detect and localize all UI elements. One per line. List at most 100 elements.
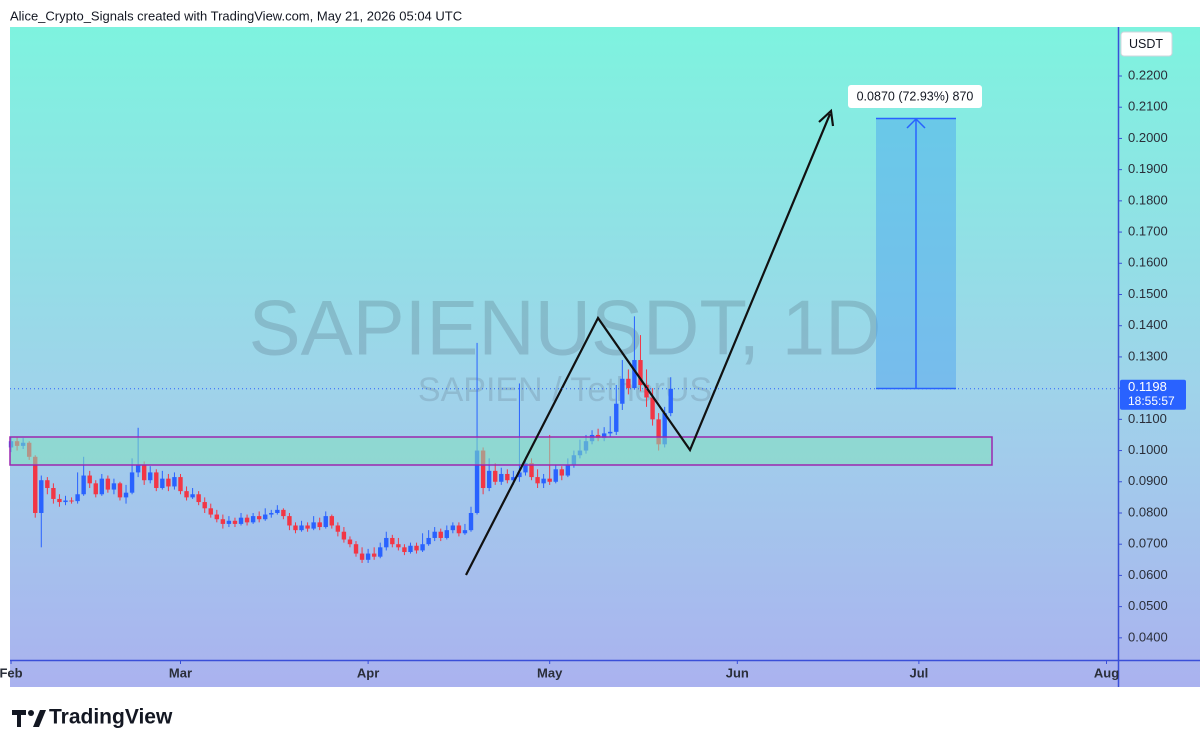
candle-body (123, 492, 129, 498)
candle-body (426, 537, 431, 545)
candle-body (535, 477, 540, 484)
x-tick-label: Jul (909, 665, 928, 680)
candle-body (93, 483, 98, 495)
candle-body (45, 480, 50, 489)
candle-body (69, 500, 74, 502)
candle-body (420, 544, 425, 551)
candle-body (456, 525, 462, 534)
candle-body (438, 531, 443, 538)
candle-body (408, 545, 413, 553)
measure-label: 0.0870 (72.93%) 870 (857, 89, 974, 103)
candle-body (523, 463, 528, 473)
y-tick-label: 0.0600 (1128, 567, 1168, 582)
candle-body (396, 544, 401, 548)
y-tick-label: 0.1100 (1128, 411, 1167, 426)
candle-body (656, 419, 661, 445)
candle-body (371, 553, 377, 557)
candle-body (462, 530, 468, 534)
candle-body (378, 547, 383, 557)
x-tick-label: Jun (726, 665, 749, 680)
candle-body (644, 385, 649, 398)
candle-body (208, 508, 213, 515)
y-tick-label: 0.1600 (1128, 255, 1168, 270)
last-price-box (1120, 379, 1186, 410)
candle-body (353, 544, 359, 554)
candle-body (129, 472, 135, 493)
x-tick-label: Aug (1094, 665, 1119, 680)
plot-background (10, 27, 1200, 687)
candle-body (402, 547, 407, 553)
candle-body (299, 525, 304, 531)
candle-body (293, 525, 298, 531)
x-tick-label: May (537, 665, 563, 680)
candle-body (414, 545, 419, 551)
candle-body (662, 413, 667, 445)
candle-body (184, 491, 189, 498)
candle-body (365, 553, 371, 560)
candle-body (214, 514, 220, 520)
candle-body (432, 531, 437, 538)
candle-body (620, 378, 625, 404)
candle-body (317, 522, 322, 528)
measure-arrowhead (906, 117, 926, 129)
candle-body (202, 502, 207, 509)
candle-body (390, 537, 395, 545)
candle-body (196, 494, 201, 503)
candle-body (275, 509, 280, 513)
logo-mark (12, 710, 26, 727)
y-tick-label: 0.1500 (1128, 286, 1168, 301)
candle-body (111, 483, 117, 490)
candle-body (505, 473, 510, 481)
y-tick-label: 0.0700 (1128, 536, 1168, 551)
last-price-label: 0.1198 (1128, 379, 1167, 394)
y-tick-label: 0.1000 (1128, 442, 1168, 457)
support-zone (9, 436, 993, 466)
source-note: Alice_Crypto_Signals created with Tradin… (10, 8, 462, 23)
candle-body (305, 525, 310, 529)
candle-body (474, 450, 480, 513)
candle-body (553, 469, 558, 482)
watermark: SAPIENUSDT, 1D (249, 284, 882, 372)
candle-body (601, 433, 607, 439)
candle-body (347, 539, 353, 545)
candle-body (141, 464, 147, 481)
y-tick-label: 0.1700 (1128, 224, 1168, 239)
candle-body (39, 480, 44, 513)
candle-body (311, 522, 316, 529)
y-tick-label: 0.1900 (1128, 161, 1168, 176)
candle-body (468, 512, 474, 531)
candle-body (341, 531, 347, 540)
x-tick-label: Feb (0, 665, 23, 680)
candle-body (638, 360, 643, 386)
currency-box[interactable] (1120, 31, 1173, 57)
candle-body (250, 516, 256, 523)
candle-body (632, 360, 637, 389)
candle-body (499, 473, 504, 482)
candle-body (668, 388, 673, 414)
candle-body (87, 475, 92, 484)
candle-body (244, 517, 250, 523)
candle-body (493, 470, 498, 482)
candle-body (608, 431, 613, 434)
y-tick-label: 0.0400 (1128, 629, 1168, 644)
candle-body (359, 553, 365, 560)
candle-body (384, 537, 389, 548)
candle-body (256, 516, 262, 520)
y-tick-label: 0.0500 (1128, 598, 1168, 613)
bar-countdown: 18:55:57 (1128, 394, 1175, 408)
y-tick-label: 0.1400 (1128, 317, 1168, 332)
candle-body (51, 488, 56, 499)
candle-body (450, 525, 456, 531)
candle-body (148, 472, 153, 481)
logo-dot (28, 710, 34, 716)
candle-body (190, 494, 195, 498)
y-tick-label: 0.2200 (1128, 67, 1168, 82)
candle-body (178, 477, 183, 492)
candle-body (75, 494, 80, 502)
y-tick-label: 0.2000 (1128, 130, 1168, 145)
candle-body (614, 403, 619, 432)
logo-slash (33, 710, 46, 727)
x-tick-label: Apr (357, 665, 379, 680)
